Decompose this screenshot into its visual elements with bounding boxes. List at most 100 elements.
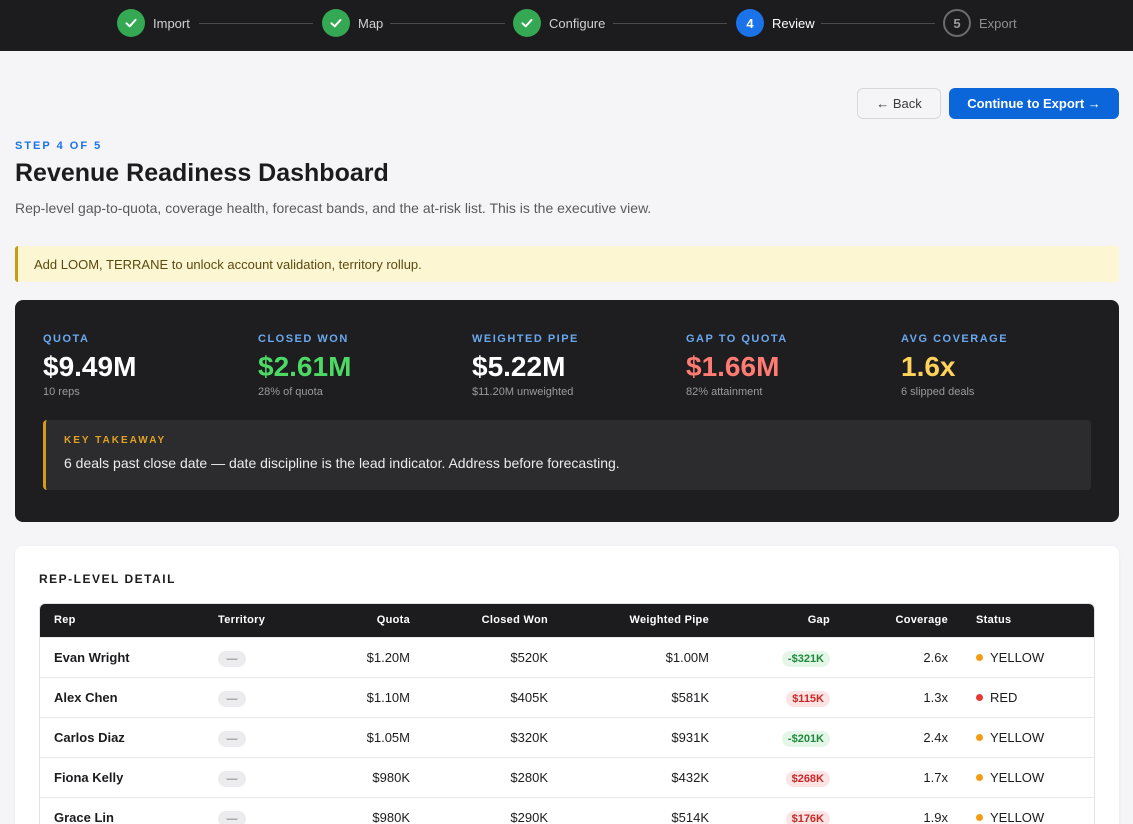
column-header-coverage[interactable]: Coverage <box>895 614 948 626</box>
gap-badge: -$321K <box>781 650 830 667</box>
status-label: YELLOW <box>990 650 1045 665</box>
status-cell: YELLOW <box>976 798 1044 824</box>
status-label: RED <box>990 690 1018 705</box>
kpi-quota: QUOTA $9.49M 10 reps <box>43 333 136 398</box>
continue-to-export-button[interactable]: Continue to Export → <box>949 88 1119 119</box>
closed-won-cell: $405K <box>510 690 548 705</box>
territory-badge: — <box>218 690 246 707</box>
gap-cell: $115K <box>730 678 830 718</box>
kpi-sub: 28% of quota <box>258 386 323 398</box>
status-dot-icon <box>976 654 983 662</box>
kpi-label: QUOTA <box>43 333 90 345</box>
status-cell: RED <box>976 678 1017 718</box>
step-import[interactable]: Import <box>117 9 190 37</box>
kpi-gap-to-quota: GAP TO QUOTA $1.66M 82% attainment <box>686 333 788 398</box>
territory-badge: — <box>218 650 246 667</box>
step-label: Import <box>153 15 190 31</box>
kpi-sub: 82% attainment <box>686 386 763 398</box>
column-header-status[interactable]: Status <box>976 614 1012 626</box>
page-subtitle: Rep-level gap-to-quota, coverage health,… <box>15 200 652 216</box>
table-row[interactable]: Carlos Diaz — $1.05M $320K $931K -$201K … <box>40 717 1094 757</box>
status-dot-icon <box>976 774 983 782</box>
kpi-label: WEIGHTED PIPE <box>472 333 579 345</box>
step-map[interactable]: Map <box>322 9 383 37</box>
column-header-quota[interactable]: Quota <box>376 614 410 626</box>
column-header-closed-won[interactable]: Closed Won <box>481 614 548 626</box>
step-label: Export <box>979 15 1017 31</box>
status-cell: YELLOW <box>976 638 1044 678</box>
gap-cell: -$201K <box>730 718 830 758</box>
page-title: Revenue Readiness Dashboard <box>15 159 389 187</box>
step-number: 4 <box>736 9 764 37</box>
column-header-territory[interactable]: Territory <box>218 614 266 626</box>
kpi-avg-coverage: AVG COVERAGE 1.6x 6 slipped deals <box>901 333 1008 398</box>
step-label: Review <box>772 15 815 31</box>
kpi-value: $1.66M <box>686 351 780 382</box>
quota-cell: $1.05M <box>366 730 410 745</box>
closed-won-cell: $290K <box>510 810 548 824</box>
closed-won-cell: $320K <box>510 730 548 745</box>
rep-name: Evan Wright <box>54 650 130 665</box>
status-label: YELLOW <box>990 810 1045 824</box>
table-title: REP-LEVEL DETAIL <box>39 572 176 586</box>
table-header: Rep Territory Quota Closed Won Weighted … <box>40 604 1094 637</box>
step-connector <box>199 23 313 24</box>
gap-badge: $115K <box>786 690 830 707</box>
step-number: 5 <box>943 9 971 37</box>
column-header-rep[interactable]: Rep <box>54 614 76 626</box>
kpi-label: GAP TO QUOTA <box>686 333 788 345</box>
key-takeaway-callout: KEY TAKEAWAY 6 deals past close date — d… <box>43 420 1091 490</box>
kpi-closed-won: CLOSED WON $2.61M 28% of quota <box>258 333 351 398</box>
check-icon <box>322 9 350 37</box>
status-dot-icon <box>976 734 983 742</box>
status-cell: YELLOW <box>976 758 1044 798</box>
weighted-pipe-cell: $432K <box>671 770 709 785</box>
banner-text: Add LOOM, TERRANE to unlock account vali… <box>34 256 422 272</box>
gap-badge: $268K <box>785 770 830 787</box>
step-connector <box>390 23 505 24</box>
step-configure[interactable]: Configure <box>513 9 605 37</box>
step-export[interactable]: 5 Export <box>943 9 1017 37</box>
territory-cell: — <box>218 638 246 678</box>
table-row[interactable]: Alex Chen — $1.10M $405K $581K $115K 1.3… <box>40 677 1094 717</box>
coverage-cell: 1.9x <box>923 810 948 824</box>
coverage-cell: 2.4x <box>923 730 948 745</box>
rep-name: Grace Lin <box>54 810 114 824</box>
column-header-gap[interactable]: Gap <box>807 614 830 626</box>
table-row[interactable]: Fiona Kelly — $980K $280K $432K $268K 1.… <box>40 757 1094 797</box>
column-header-weighted-pipe[interactable]: Weighted Pipe <box>629 614 709 626</box>
status-label: YELLOW <box>990 770 1045 785</box>
step-review[interactable]: 4 Review <box>736 9 815 37</box>
step-label: Configure <box>549 15 606 31</box>
table-row[interactable]: Evan Wright — $1.20M $520K $1.00M -$321K… <box>40 637 1094 677</box>
step-eyebrow: STEP 4 OF 5 <box>15 140 103 152</box>
weighted-pipe-cell: $581K <box>671 690 709 705</box>
rep-name: Carlos Diaz <box>54 730 125 745</box>
step-label: Map <box>358 15 384 31</box>
back-button[interactable]: ← Back <box>857 88 941 119</box>
rep-detail-table: Rep Territory Quota Closed Won Weighted … <box>39 603 1095 824</box>
table-row[interactable]: Grace Lin — $980K $290K $514K $176K 1.9x… <box>40 797 1094 824</box>
kpi-value: $5.22M <box>472 351 566 382</box>
kpi-label: CLOSED WON <box>258 333 349 345</box>
takeaway-label: KEY TAKEAWAY <box>64 435 167 446</box>
territory-badge: — <box>218 770 246 787</box>
status-dot-icon <box>976 814 983 822</box>
territory-badge: — <box>218 730 246 747</box>
weighted-pipe-cell: $1.00M <box>665 650 709 665</box>
closed-won-cell: $520K <box>510 650 548 665</box>
coverage-cell: 1.7x <box>923 770 948 785</box>
territory-cell: — <box>218 718 246 758</box>
quota-cell: $1.20M <box>366 650 410 665</box>
weighted-pipe-cell: $931K <box>671 730 709 745</box>
gap-badge: -$201K <box>781 730 830 747</box>
coverage-cell: 1.3x <box>923 690 948 705</box>
kpi-summary-card: QUOTA $9.49M 10 reps CLOSED WON $2.61M 2… <box>15 300 1119 522</box>
kpi-value: $9.49M <box>43 351 137 382</box>
rep-name: Alex Chen <box>54 690 118 705</box>
kpi-value: $2.61M <box>258 351 352 382</box>
takeaway-text: 6 deals past close date — date disciplin… <box>64 455 620 471</box>
gap-cell: $176K <box>730 798 830 824</box>
quota-cell: $980K <box>372 770 410 785</box>
closed-won-cell: $280K <box>510 770 548 785</box>
